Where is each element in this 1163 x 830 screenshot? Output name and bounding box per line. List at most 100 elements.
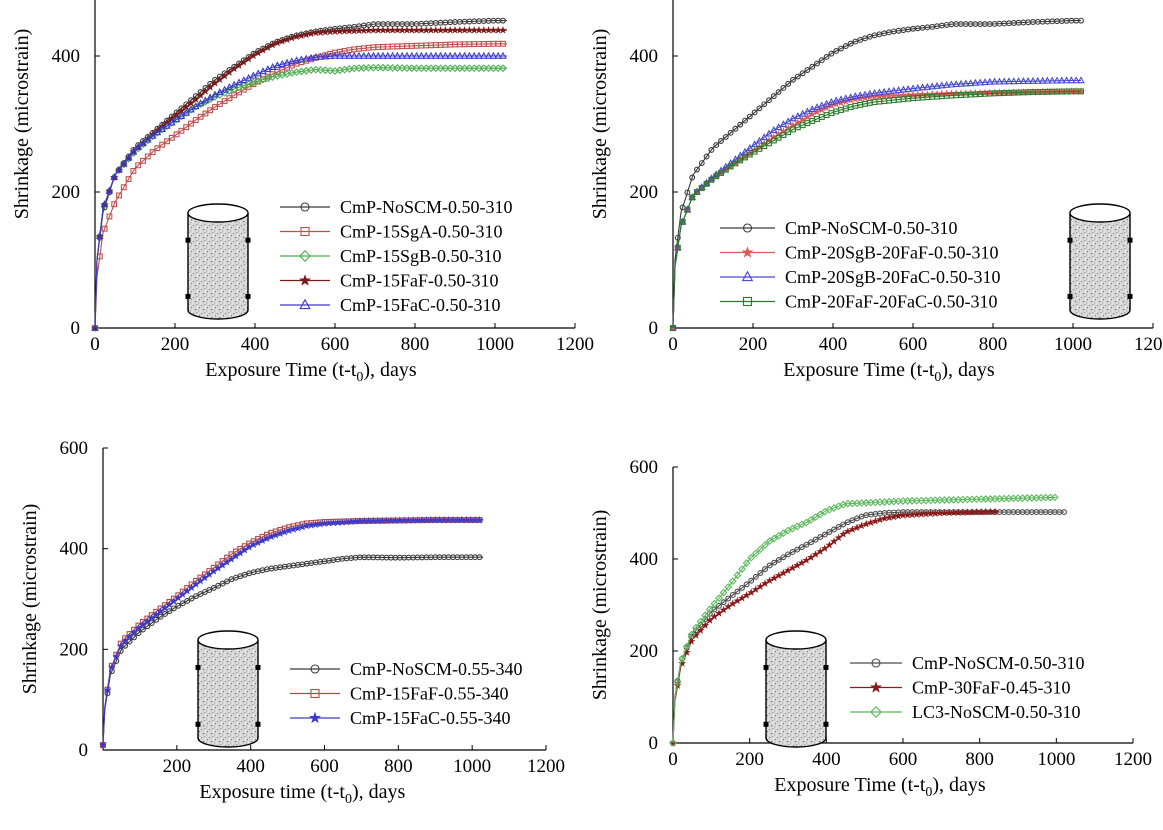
data-point — [818, 57, 825, 64]
data-point — [441, 51, 450, 59]
data-point — [125, 176, 132, 183]
data-point — [245, 543, 254, 551]
data-point — [120, 184, 127, 191]
data-point — [326, 66, 335, 75]
y-tick-label: 600 — [60, 438, 89, 459]
data-point — [455, 51, 464, 59]
data-point — [345, 51, 354, 59]
data-point — [283, 58, 291, 66]
data-point — [489, 51, 498, 59]
x-tick-label: 1000 — [453, 756, 491, 777]
data-point — [311, 65, 320, 74]
data-point — [794, 73, 801, 80]
legend-label: CmP-15FaC-0.50-310 — [340, 295, 501, 315]
data-point — [321, 52, 330, 60]
data-point — [259, 46, 267, 54]
data-point — [694, 189, 700, 195]
data-point — [359, 26, 368, 34]
legend: CmP-NoSCM-0.50-310 CmP-15SgA-0.50-310 CmP-… — [280, 197, 513, 315]
y-axis-label: Shrinkage (microstrain) — [589, 29, 611, 220]
data-point — [698, 160, 705, 166]
data-point — [703, 153, 710, 160]
data-point — [679, 218, 686, 225]
data-point — [168, 134, 175, 141]
data-point — [751, 109, 758, 116]
y-axis-label: Shrinkage (microstrain) — [589, 510, 611, 701]
data-point — [299, 274, 311, 286]
legend-label: CmP-15FaC-0.55-340 — [350, 708, 511, 728]
data-point — [465, 51, 474, 59]
data-point — [724, 602, 733, 610]
data-point — [899, 85, 908, 93]
data-point — [143, 136, 152, 145]
data-point — [412, 51, 421, 59]
data-point — [825, 540, 834, 549]
data-point — [236, 549, 245, 557]
data-point — [300, 226, 310, 237]
data-point — [249, 51, 258, 60]
data-point — [235, 61, 243, 69]
data-point — [200, 573, 209, 582]
data-point — [817, 534, 824, 541]
data-point — [110, 172, 119, 180]
data-point — [364, 51, 373, 59]
data-point — [300, 202, 310, 212]
data-point — [799, 70, 806, 77]
x-axis-label-sub: 0 — [345, 792, 352, 807]
data-point — [718, 138, 724, 144]
y-tick-label: 400 — [52, 46, 81, 67]
data-point — [696, 626, 705, 634]
data-point — [209, 567, 218, 575]
data-point — [215, 75, 224, 83]
data-point — [720, 599, 727, 606]
legend-label: CmP-20SgB-20FaC-0.50-310 — [785, 267, 1001, 287]
data-point — [499, 26, 507, 34]
x-tick-label: 600 — [321, 334, 350, 355]
data-point — [803, 541, 810, 548]
data-point — [479, 51, 488, 59]
data-point — [798, 109, 807, 117]
y-tick-label: 0 — [649, 733, 659, 754]
data-point — [99, 740, 107, 749]
data-point — [206, 83, 215, 91]
data-point — [267, 532, 276, 541]
data-point — [214, 564, 223, 572]
data-point — [727, 163, 734, 170]
x-axis-label-sub: 0 — [934, 370, 941, 385]
data-point — [126, 638, 133, 645]
gauge-stud — [1127, 237, 1133, 243]
x-tick-label: 800 — [979, 334, 1008, 355]
data-point — [880, 514, 889, 522]
data-point — [273, 38, 282, 47]
data-point — [745, 143, 754, 151]
data-point — [822, 99, 831, 107]
data-point — [192, 580, 200, 588]
data-point — [838, 45, 844, 52]
data-point — [224, 578, 230, 585]
data-point — [756, 105, 763, 112]
data-point — [1057, 76, 1066, 84]
data-point — [299, 298, 311, 310]
data-point — [403, 51, 411, 59]
data-point — [710, 612, 719, 620]
data-point — [966, 79, 975, 87]
data-point — [742, 117, 748, 124]
data-point — [727, 129, 734, 136]
data-point — [816, 510, 825, 519]
data-point — [297, 31, 306, 40]
data-point — [770, 93, 777, 100]
data-point — [784, 566, 792, 574]
data-point — [103, 685, 112, 694]
y-tick-label: 200 — [630, 641, 659, 662]
y-tick-label: 0 — [79, 740, 89, 761]
data-point — [179, 600, 186, 607]
data-point — [278, 37, 287, 45]
y-axis-label: Shrinkage (microstrain) — [11, 29, 33, 220]
data-point — [100, 200, 109, 208]
data-point — [837, 95, 845, 103]
series-1 — [100, 554, 484, 748]
data-point — [728, 577, 737, 586]
x-tick-label: 0 — [668, 334, 678, 355]
data-point — [166, 608, 173, 615]
data-point — [499, 51, 507, 59]
